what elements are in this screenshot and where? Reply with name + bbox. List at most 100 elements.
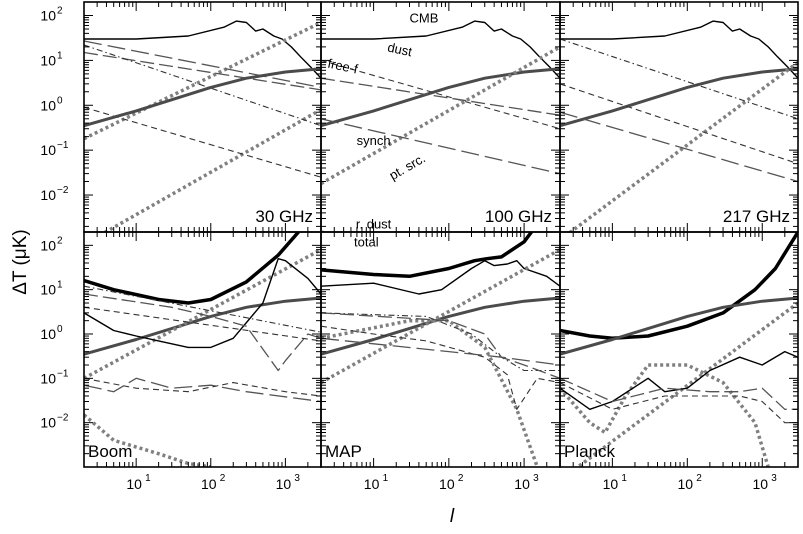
x-axis-title: l	[450, 506, 455, 527]
series-line-cmb-solid	[560, 350, 798, 410]
series-line-synchrotron-long-dash	[84, 377, 321, 403]
series-line-dot-dash	[84, 285, 321, 333]
y-tick-label: 10	[40, 52, 56, 68]
curve-annotation: free-f	[326, 56, 359, 77]
curve-annotation: synch	[357, 133, 391, 148]
y-tick-label: 10	[40, 187, 56, 203]
curve-annotation: pt. src.	[387, 150, 428, 182]
x-tick-label: 10	[276, 476, 292, 492]
series-line-synchrotron-long-dash	[560, 111, 798, 183]
y-tick-label-exponent: 2	[57, 235, 63, 246]
x-tick-label-exponent: 3	[533, 473, 539, 484]
series-line-thick-dark-gray-solid	[84, 67, 321, 128]
panel-label: Planck	[564, 442, 616, 461]
y-tick-label-exponent: 2	[57, 6, 63, 17]
curve-annotation: r. dust	[356, 216, 392, 231]
y-tick-label-exponent: −1	[57, 368, 69, 379]
series-line-dot-dash	[560, 38, 798, 120]
series-line-total-thick-black	[321, 232, 534, 279]
curve-annotation: total	[354, 234, 379, 249]
series-line-thick-gray-dotted	[321, 318, 539, 467]
y-tick-label: 10	[40, 415, 56, 431]
series-line-dust-short-dash	[84, 306, 321, 342]
series-line-total-thick-black	[560, 232, 798, 341]
series-line-reionized-dust-thick-gray	[321, 45, 560, 186]
x-tick-label-exponent: 2	[458, 473, 464, 484]
y-tick-label: 10	[40, 237, 56, 253]
series-line-thick-dark-gray-solid	[560, 67, 798, 128]
series-line-dust-short-dash	[84, 106, 321, 178]
series-line-reionized-dust-thick-gray	[567, 60, 798, 232]
series-line-free-free-long-dash	[321, 77, 560, 116]
y-tick-label-exponent: 1	[57, 280, 63, 291]
series-line-dust-short-dash	[84, 377, 321, 397]
series-line-dust-short-dash	[560, 382, 798, 424]
x-tick-label: 10	[603, 476, 619, 492]
x-tick-label: 10	[439, 476, 455, 492]
series-line-thick-dark-gray-solid	[321, 67, 560, 128]
series-line-dust-short-dash	[560, 83, 798, 165]
panel-label: MAP	[325, 442, 362, 461]
x-tick-label: 10	[126, 476, 142, 492]
x-tick-label: 10	[514, 476, 530, 492]
panel-series-group	[560, 20, 798, 232]
series-line-total-thick-black	[84, 232, 300, 305]
y-tick-label-exponent: −2	[57, 185, 69, 196]
x-tick-label: 10	[364, 476, 380, 492]
series-line-dot-dash	[84, 44, 321, 127]
y-tick-label: 10	[40, 142, 56, 158]
series-line-synchrotron-long-dash	[321, 118, 560, 175]
y-tick-label: 10	[40, 97, 56, 113]
series-line-synchrotron-long-dash	[321, 337, 560, 366]
x-tick-label: 10	[201, 476, 217, 492]
y-tick-label-exponent: −2	[57, 413, 69, 424]
x-tick-label-exponent: 3	[294, 473, 300, 484]
panel-label: Boom	[88, 442, 132, 461]
series-line-thick-gray-dotted	[574, 301, 798, 467]
series-line-cmb-solid	[321, 20, 560, 79]
panel-series-group	[560, 232, 798, 467]
curve-annotation: CMB	[410, 10, 439, 25]
series-line-thick-dark-gray-solid	[84, 296, 321, 356]
x-tick-label-exponent: 3	[771, 473, 777, 484]
y-tick-label-exponent: 0	[57, 95, 63, 106]
panel-label: 100 GHz	[485, 207, 552, 226]
series-line-synchrotron-long-dash	[84, 40, 321, 89]
y-tick-label-exponent: 1	[57, 50, 63, 61]
series-line-free-free-long-dash	[560, 377, 798, 410]
x-tick-label-exponent: 2	[220, 473, 226, 484]
y-tick-label: 10	[40, 370, 56, 386]
panel-series-group	[321, 20, 560, 232]
x-tick-label-exponent: 2	[696, 473, 702, 484]
series-line-dust-short-dash	[321, 59, 560, 130]
panel-series-group	[321, 232, 560, 467]
series-line-cmb-solid	[84, 20, 321, 79]
y-tick-label: 10	[40, 8, 56, 24]
panel-frame	[559, 231, 799, 468]
series-line-cmb-solid	[560, 20, 798, 79]
series-line-free-free-long-dash	[321, 312, 560, 379]
series-line-free-free-long-dash	[84, 293, 321, 372]
series-line-cmb-solid	[321, 260, 560, 295]
chart-panel: 217 GHz	[559, 1, 799, 233]
y-tick-label: 10	[40, 282, 56, 298]
y-axis-title: ΔT (μK)	[10, 229, 31, 295]
series-line-dust-short-dash	[321, 325, 560, 410]
series-line-cmb-solid	[84, 258, 321, 349]
series-line-thick-dark-gray-solid	[560, 296, 798, 356]
panel-label: 217 GHz	[723, 207, 790, 226]
panel-label: 30 GHz	[255, 207, 313, 226]
y-tick-label-exponent: −1	[57, 140, 69, 151]
panel-series-group	[84, 232, 321, 467]
panel-series-group	[84, 20, 321, 232]
x-tick-label-exponent: 1	[145, 473, 151, 484]
x-tick-label: 10	[752, 476, 768, 492]
x-tick-label-exponent: 1	[621, 473, 627, 484]
y-tick-label-exponent: 0	[57, 324, 63, 335]
